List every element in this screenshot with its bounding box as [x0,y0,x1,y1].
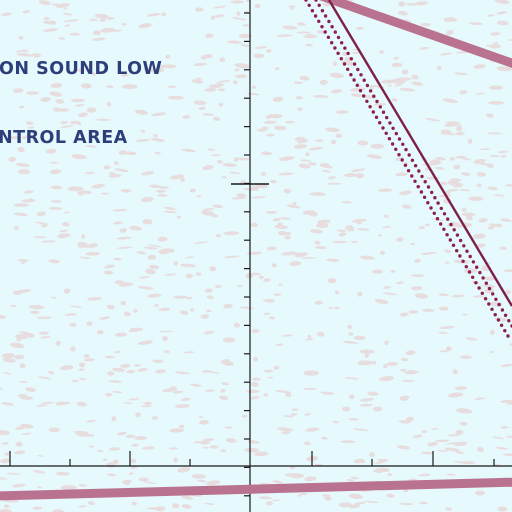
horizontal-graticule-line [0,451,512,467]
control-area-boundary-solid [327,0,512,307]
control-area-boundary-dotted [304,0,512,338]
control-area-label-line-2: NTROL AREA [0,128,128,148]
control-area-label: ON SOUND LOW NTROL AREA [0,12,162,196]
restricted-area-band-lower [0,477,512,501]
vertical-graticule-line [231,0,269,512]
restricted-area-band-upper [319,0,512,68]
control-area-label-line-1: ON SOUND LOW [0,59,163,79]
